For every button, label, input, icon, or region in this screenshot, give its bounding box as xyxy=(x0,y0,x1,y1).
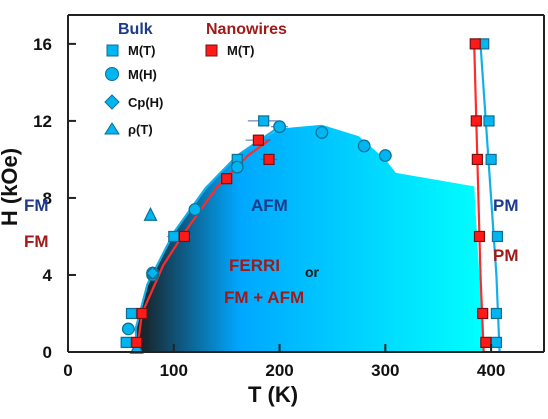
fm-nanowires-label: FM xyxy=(24,232,49,251)
x-tick-label-1: 100 xyxy=(160,361,188,380)
bulk-square-point-0-7 xyxy=(485,153,497,166)
bulk-circle-point-1-6 xyxy=(315,126,329,139)
nanowires-right-boundary xyxy=(473,42,485,354)
legend-bulk-mh-label: M(H) xyxy=(128,67,157,82)
y-tick-label-4: 16 xyxy=(33,35,52,54)
nanowires-square-point-4-6 xyxy=(469,38,481,50)
bulk-circle-point-1-0 xyxy=(121,322,135,336)
bulk-triangle-point-3-1 xyxy=(143,206,158,221)
axes-layer xyxy=(67,14,545,353)
x-tick-label-0: 0 xyxy=(63,361,72,380)
x-tick-label-4: 400 xyxy=(477,361,505,380)
bulk-square-point-0-9 xyxy=(490,307,502,320)
ferri-label: FERRI xyxy=(229,256,280,275)
nanowires-square-point-4-10 xyxy=(477,307,489,320)
nanowires-square-point-4-11 xyxy=(480,336,492,348)
legend-bulk-rhot-marker xyxy=(104,122,120,135)
legend-nanowires-mt-label: M(T) xyxy=(227,43,254,58)
legend: Bulk Nanowires M(T) M(H) Cp(H) ρ(T) M(T) xyxy=(104,21,287,137)
pm-bulk-label: PM xyxy=(493,196,519,215)
legend-bulk-cph-label: Cp(H) xyxy=(128,95,163,110)
legend-bulk-title: Bulk xyxy=(118,21,153,38)
y-tick-label-1: 4 xyxy=(43,266,53,285)
nanowires-square-point-4-8 xyxy=(471,153,483,166)
nanowires-square-point-4-5 xyxy=(263,153,275,166)
bulk-square-point-0-6 xyxy=(483,115,495,127)
x-tick-label-2: 200 xyxy=(265,361,293,380)
x-tick-label-3: 300 xyxy=(371,361,399,380)
ticks-layer: 0 4 8 12 16 0 100 200 300 400 xyxy=(33,35,505,380)
y-tick-label-3: 12 xyxy=(33,112,52,131)
bulk-square-point-0-0 xyxy=(120,336,132,348)
or-label: or xyxy=(305,264,320,280)
legend-bulk-mh-marker xyxy=(105,67,119,81)
nanowires-square-point-4-4 xyxy=(252,134,264,146)
bulk-square-point-0-10 xyxy=(490,336,502,348)
fm-plus-afm-label: FM + AFM xyxy=(224,288,304,307)
bulk-circle-point-1-7 xyxy=(357,139,371,153)
nanowires-square-point-4-3 xyxy=(221,173,233,185)
legend-bulk-mt-marker xyxy=(106,44,119,57)
plot-layer xyxy=(120,38,504,354)
nanowires-square-point-4-9 xyxy=(473,230,486,243)
bulk-circle-point-1-8 xyxy=(378,149,392,162)
legend-bulk-mt-label: M(T) xyxy=(128,43,155,58)
y-tick-label-2: 8 xyxy=(43,189,52,208)
bulk-circle-point-1-5 xyxy=(273,120,286,134)
nanowires-square-point-4-1 xyxy=(136,307,148,320)
nanowires-square-point-4-2 xyxy=(178,230,190,243)
bulk-circle-point-1-4 xyxy=(230,160,244,174)
annotations: FM FM AFM PM PM FERRI or FM + AFM xyxy=(24,196,519,307)
y-axis-title: H (kOe) xyxy=(0,148,22,226)
nanowires-square-point-4-7 xyxy=(470,115,482,127)
bulk-square-point-0-8 xyxy=(491,230,504,243)
legend-nanowires-title: Nanowires xyxy=(206,21,287,38)
bulk-square-point-0-1 xyxy=(125,307,138,320)
nanowires-square-point-4-0 xyxy=(131,336,143,348)
legend-nanowires-mt-marker xyxy=(205,44,218,57)
bulk-diamond-point-2-0 xyxy=(145,266,160,280)
afm-label: AFM xyxy=(251,196,288,215)
pm-nanowires-label: PM xyxy=(493,246,519,265)
bulk-square-point-0-4 xyxy=(258,115,270,127)
legend-bulk-cph-marker xyxy=(104,94,120,110)
x-axis-title: T (K) xyxy=(248,382,298,407)
y-tick-label-0: 0 xyxy=(43,343,52,362)
fm-bulk-label: FM xyxy=(24,196,49,215)
bulk-square-point-0-2 xyxy=(168,230,180,243)
bulk-circle-point-1-3 xyxy=(188,203,202,216)
legend-bulk-rhot-label: ρ(T) xyxy=(128,122,153,137)
bulk-right-boundary xyxy=(479,42,501,354)
